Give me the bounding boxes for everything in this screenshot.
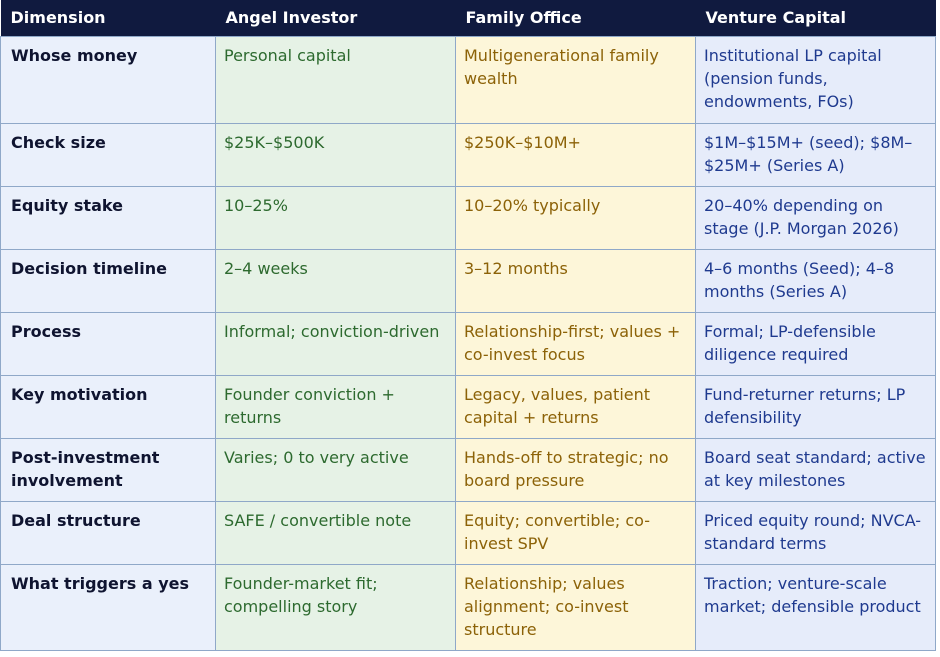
venture-capital-cell: Priced equity round; NVCA-standard terms (695, 500, 936, 565)
angel-cell: Personal capital (215, 35, 456, 124)
header-angel-investor: Angel Investor (215, 0, 456, 36)
table-row: Key motivation Founder conviction + retu… (0, 374, 936, 439)
venture-capital-cell: Formal; LP-defensible diligence required (695, 311, 936, 376)
family-office-cell: $250K–$10M+ (455, 122, 696, 187)
venture-capital-cell: Institutional LP capital (pension funds,… (695, 35, 936, 124)
family-office-cell: Relationship; values alignment; co-inves… (455, 563, 696, 651)
table-row: What triggers a yes Founder-market fit; … (0, 563, 936, 651)
angel-cell: SAFE / convertible note (215, 500, 456, 565)
row-label: Check size (0, 122, 216, 187)
family-office-cell: Legacy, values, patient capital + return… (455, 374, 696, 439)
row-label: What triggers a yes (0, 563, 216, 651)
venture-capital-cell: Board seat standard; active at key miles… (695, 437, 936, 502)
angel-cell: $25K–$500K (215, 122, 456, 187)
table-row: Check size $25K–$500K $250K–$10M+ $1M–$1… (0, 122, 936, 187)
family-office-cell: 10–20% typically (455, 185, 696, 250)
angel-cell: 10–25% (215, 185, 456, 250)
table-body: Whose money Personal capital Multigenera… (0, 35, 936, 651)
table-row: Decision timeline 2–4 weeks 3–12 months … (0, 248, 936, 313)
family-office-cell: Multigenerational family wealth (455, 35, 696, 124)
row-label: Process (0, 311, 216, 376)
angel-cell: Informal; conviction-driven (215, 311, 456, 376)
venture-capital-cell: Traction; venture-scale market; defensib… (695, 563, 936, 651)
family-office-cell: 3–12 months (455, 248, 696, 313)
header-row: Dimension Angel Investor Family Office V… (0, 0, 936, 36)
row-label: Deal structure (0, 500, 216, 565)
family-office-cell: Hands-off to strategic; no board pressur… (455, 437, 696, 502)
angel-cell: Founder-market fit; compelling story (215, 563, 456, 651)
table-header: Dimension Angel Investor Family Office V… (0, 0, 936, 36)
angel-cell: 2–4 weeks (215, 248, 456, 313)
header-venture-capital: Venture Capital (695, 0, 936, 36)
header-dimension: Dimension (0, 0, 216, 36)
table-row: Process Informal; conviction-driven Rela… (0, 311, 936, 376)
table-row: Deal structure SAFE / convertible note E… (0, 500, 936, 565)
row-label: Whose money (0, 35, 216, 124)
row-label: Post-investment involvement (0, 437, 216, 502)
table-row: Post-investment involvement Varies; 0 to… (0, 437, 936, 502)
venture-capital-cell: 20–40% depending on stage (J.P. Morgan 2… (695, 185, 936, 250)
venture-capital-cell: 4–6 months (Seed); 4–8 months (Series A) (695, 248, 936, 313)
family-office-cell: Equity; convertible; co-invest SPV (455, 500, 696, 565)
row-label: Key motivation (0, 374, 216, 439)
venture-capital-cell: Fund-returner returns; LP defensibility (695, 374, 936, 439)
angel-cell: Varies; 0 to very active (215, 437, 456, 502)
angel-cell: Founder conviction + returns (215, 374, 456, 439)
header-family-office: Family Office (455, 0, 696, 36)
venture-capital-cell: $1M–$15M+ (seed); $8M–$25M+ (Series A) (695, 122, 936, 187)
row-label: Decision timeline (0, 248, 216, 313)
row-label: Equity stake (0, 185, 216, 250)
table-row: Whose money Personal capital Multigenera… (0, 35, 936, 124)
family-office-cell: Relationship-first; values + co-invest f… (455, 311, 696, 376)
table-row: Equity stake 10–25% 10–20% typically 20–… (0, 185, 936, 250)
